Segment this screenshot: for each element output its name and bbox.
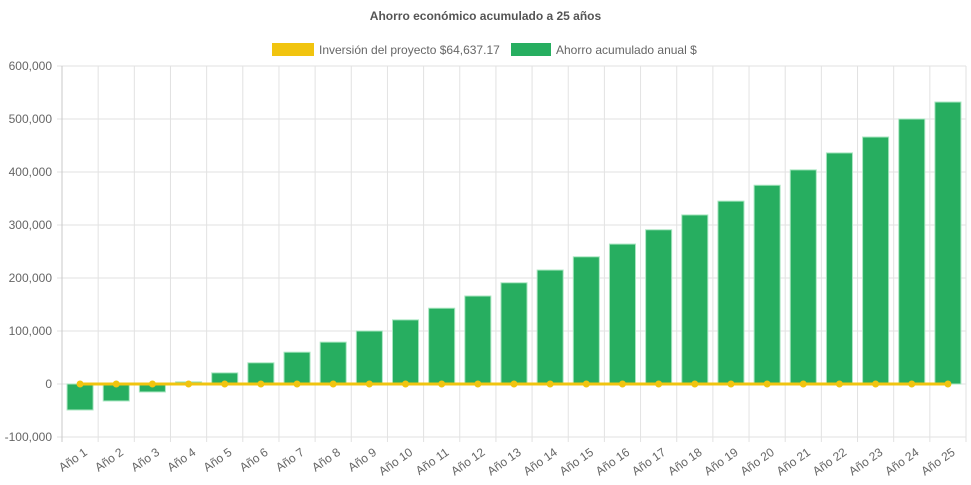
bar-11 — [428, 307, 456, 385]
investment-point-22 — [835, 380, 843, 388]
investment-point-10 — [402, 380, 410, 388]
bar-9 — [355, 330, 383, 385]
bar-20 — [753, 184, 781, 385]
investment-point-8 — [329, 380, 337, 388]
y-tick-label: 400,000 — [9, 165, 53, 179]
x-tick-label: Año 12 — [448, 445, 487, 478]
bar-8 — [319, 341, 347, 385]
bar-17 — [645, 229, 673, 385]
y-tick-label: 500,000 — [9, 112, 53, 126]
bar-25 — [934, 101, 962, 385]
bar-18 — [681, 214, 709, 385]
investment-point-5 — [221, 380, 229, 388]
x-tick-label: Año 21 — [774, 445, 813, 478]
x-tick-label: Año 17 — [629, 445, 668, 478]
investment-point-13 — [510, 380, 518, 388]
investment-point-2 — [112, 380, 120, 388]
y-tick-label: 600,000 — [9, 59, 53, 73]
x-tick-label: Año 7 — [273, 445, 307, 475]
bar-1 — [66, 383, 94, 411]
investment-point-16 — [618, 380, 626, 388]
bar-21 — [789, 169, 817, 385]
investment-point-23 — [872, 380, 880, 388]
bar-24 — [898, 118, 926, 385]
x-tick-label: Año 6 — [237, 445, 271, 475]
bar-13 — [500, 282, 528, 385]
bar-16 — [608, 243, 636, 385]
x-tick-label: Año 5 — [201, 445, 235, 475]
bar-12 — [464, 295, 492, 385]
legend-label-savings: Ahorro acumulado anual $ — [556, 43, 697, 57]
x-tick-label: Año 3 — [128, 445, 162, 475]
investment-point-24 — [908, 380, 916, 388]
y-tick-label: 0 — [45, 377, 52, 391]
x-tick-label: Año 4 — [165, 445, 199, 475]
y-tick-label: 100,000 — [9, 324, 53, 338]
investment-point-20 — [763, 380, 771, 388]
investment-point-25 — [944, 380, 952, 388]
legend-swatch-investment — [272, 43, 314, 56]
x-tick-label: Año 1 — [56, 445, 90, 475]
x-tick-label: Año 11 — [413, 445, 452, 478]
investment-point-6 — [257, 380, 265, 388]
investment-point-17 — [655, 380, 663, 388]
x-tick-label: Año 20 — [738, 445, 777, 478]
x-tick-label: Año 2 — [92, 445, 126, 475]
x-tick-label: Año 23 — [846, 445, 885, 478]
bar-7 — [283, 351, 311, 385]
legend-swatch-savings — [511, 43, 551, 56]
y-tick-label: 200,000 — [9, 271, 53, 285]
chart-title: Ahorro económico acumulado a 25 años — [369, 9, 602, 23]
investment-point-12 — [474, 380, 482, 388]
x-tick-label: Año 10 — [376, 445, 415, 478]
investment-point-3 — [148, 380, 156, 388]
legend-label-investment: Inversión del proyecto $64,637.17 — [319, 43, 500, 57]
x-tick-label: Año 25 — [918, 445, 957, 478]
x-tick-label: Año 14 — [521, 445, 560, 478]
x-tick-label: Año 22 — [810, 445, 849, 478]
x-tick-label: Año 8 — [309, 445, 343, 475]
investment-point-11 — [438, 380, 446, 388]
x-tick-label: Año 13 — [485, 445, 524, 478]
investment-point-1 — [76, 380, 84, 388]
investment-point-19 — [727, 380, 735, 388]
y-tick-label: -100,000 — [5, 430, 53, 444]
bar-23 — [862, 136, 890, 385]
investment-point-18 — [691, 380, 699, 388]
bar-15 — [572, 256, 600, 385]
x-tick-label: Año 16 — [593, 445, 632, 478]
x-tick-label: Año 9 — [345, 445, 379, 475]
x-tick-label: Año 15 — [557, 445, 596, 478]
investment-point-9 — [365, 380, 373, 388]
bar-19 — [717, 200, 745, 385]
bar-14 — [536, 269, 564, 385]
x-tick-label: Año 24 — [882, 445, 921, 478]
investment-point-15 — [582, 380, 590, 388]
x-tick-label: Año 18 — [665, 445, 704, 478]
bar-22 — [825, 152, 853, 385]
x-tick-label: Año 19 — [701, 445, 740, 478]
bar-10 — [392, 319, 420, 385]
investment-point-4 — [185, 380, 193, 388]
investment-point-21 — [799, 380, 807, 388]
investment-point-14 — [546, 380, 554, 388]
investment-point-7 — [293, 380, 301, 388]
y-tick-label: 300,000 — [9, 218, 53, 232]
